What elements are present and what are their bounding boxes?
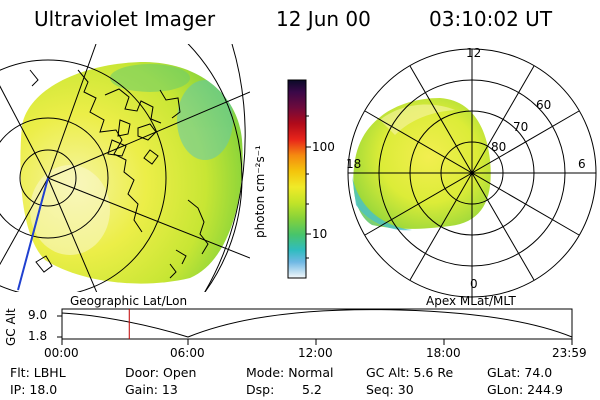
timeline-ytick-1.8: 1.8	[28, 329, 48, 343]
info-ip: IP: 18.0	[10, 382, 58, 397]
colorbar-tick-10: 10	[312, 227, 328, 241]
polar-map-label: Apex MLat/MLT	[426, 294, 516, 308]
timeline-xtick-1800: 18:00	[426, 346, 461, 360]
mlt-12-label: 12	[466, 46, 482, 60]
lat-lon-grid	[0, 44, 250, 292]
info-dsp-label: Dsp:	[246, 382, 275, 397]
info-glon: GLon: 244.9	[487, 382, 563, 397]
altitude-timeline	[57, 308, 573, 345]
mlat-60-label: 60	[536, 98, 552, 112]
info-seq: Seq: 30	[366, 382, 414, 397]
coastline	[29, 69, 209, 279]
timeline-ytick-9: 9.0	[28, 308, 48, 322]
mlt-18-label: 18	[346, 157, 362, 171]
timeline-xtick-0600: 06:00	[170, 346, 205, 360]
polar-plot	[347, 48, 597, 298]
info-gc-alt: GC Alt: 5.6 Re	[366, 365, 454, 380]
info-filter: Flt: LBHL	[10, 365, 66, 380]
info-dsp-value: 5.2	[302, 382, 322, 397]
mlat-70-label: 70	[513, 120, 529, 134]
mlt-0-label: 0	[470, 277, 478, 291]
timeline-xtick-0000: 00:00	[44, 346, 79, 360]
colorbar-tick-100: 100	[312, 140, 335, 154]
timeline-xtick-2359: 23:59	[552, 346, 587, 360]
timeline-xtick-1200: 12:00	[298, 346, 333, 360]
info-mode: Mode: Normal	[246, 365, 334, 380]
header-date: 12 Jun 00	[276, 7, 371, 31]
app-title: Ultraviolet Imager	[34, 7, 216, 31]
mlat-80-label: 80	[491, 140, 507, 154]
geographic-map	[0, 44, 250, 292]
mlt-6-label: 6	[578, 157, 586, 171]
info-door: Door: Open	[125, 365, 197, 380]
orbit-track	[17, 177, 49, 291]
colorbar	[287, 79, 311, 279]
header-time: 03:10:02 UT	[429, 7, 553, 31]
geographic-map-label: Geographic Lat/Lon	[70, 294, 188, 308]
info-gain: Gain: 13	[125, 382, 178, 397]
timeline-y-axis-label: GC Alt	[4, 308, 18, 346]
info-glat: GLat: 74.0	[487, 365, 553, 380]
colorbar-unit-label: photon cm⁻²s⁻¹	[253, 145, 267, 238]
